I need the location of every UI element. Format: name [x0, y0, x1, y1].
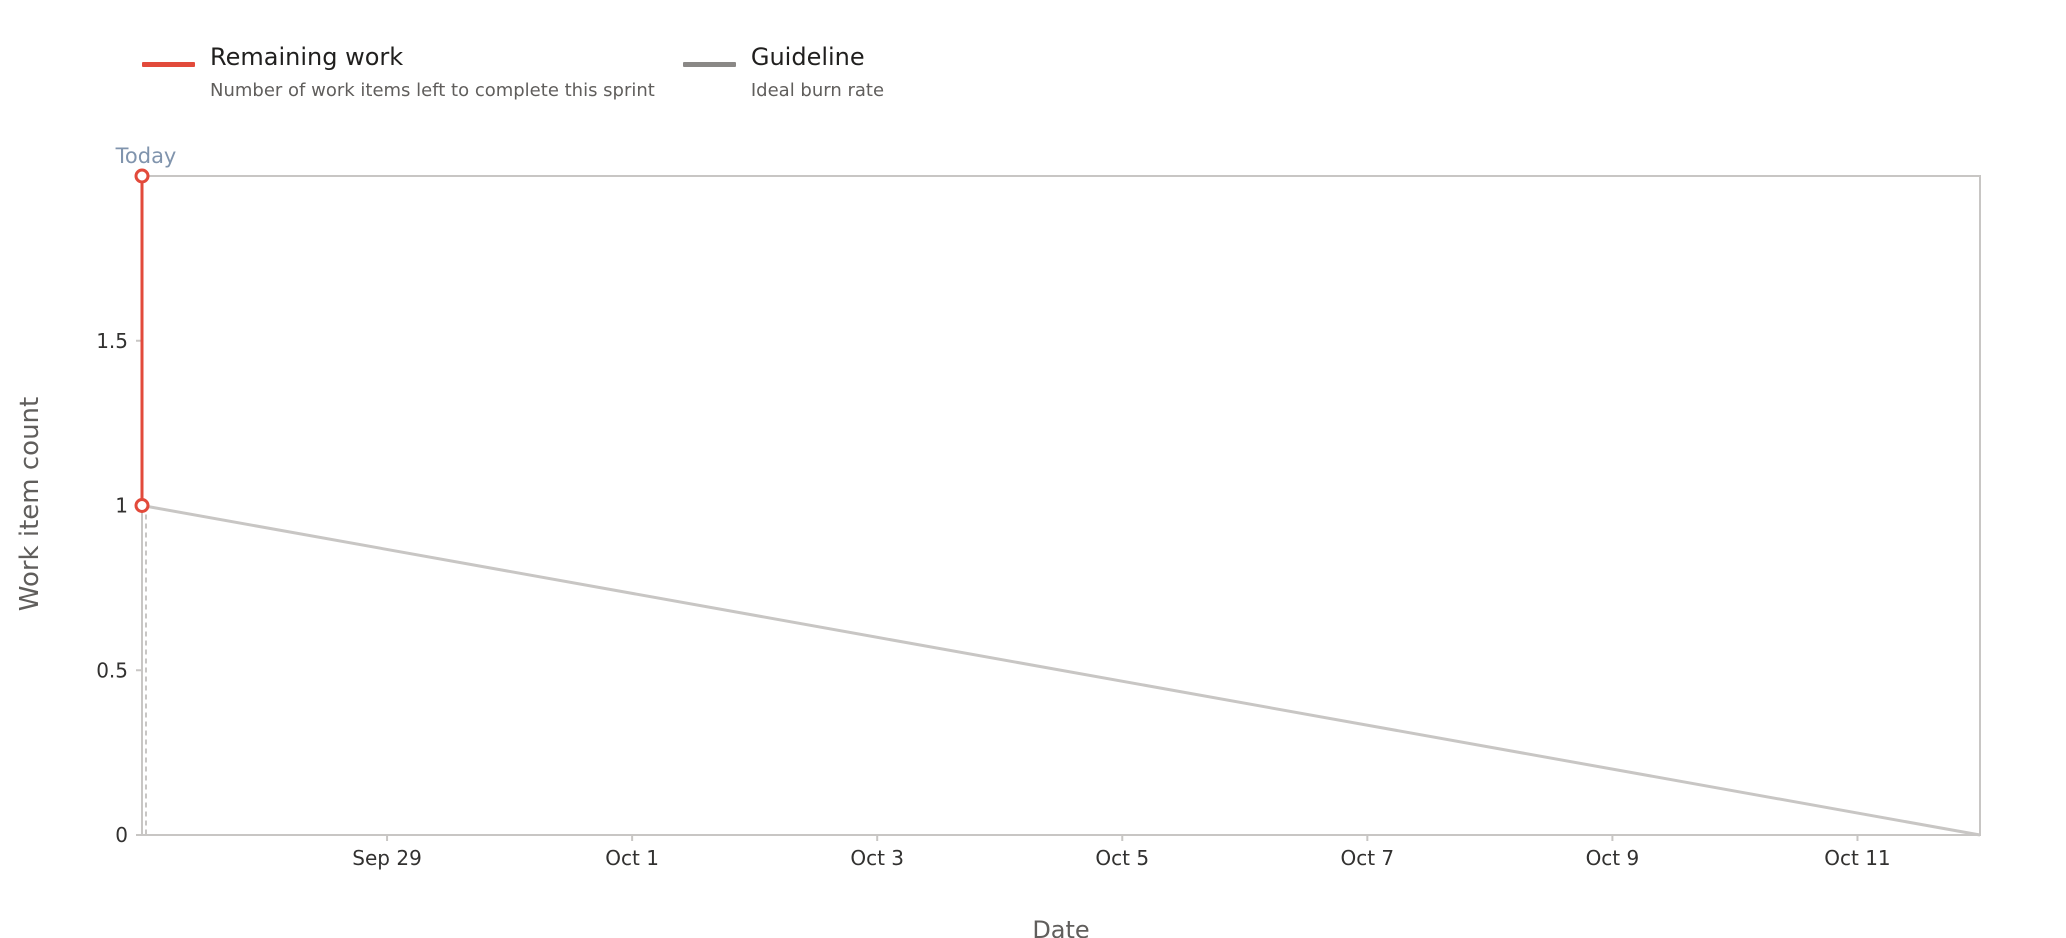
- chart-legend: Remaining work Number of work items left…: [142, 40, 884, 104]
- y-axis: 0 0.5 1 1.5: [96, 329, 142, 847]
- y-tick-label: 0: [115, 823, 128, 847]
- legend-text: Remaining work Number of work items left…: [210, 40, 655, 104]
- today-label: Today: [115, 144, 177, 168]
- x-axis-title: Date: [1032, 916, 1089, 938]
- legend-item-guideline[interactable]: Guideline Ideal burn rate: [682, 40, 884, 104]
- legend-item-remaining-work[interactable]: Remaining work Number of work items left…: [142, 40, 655, 104]
- x-tick-label: Oct 7: [1340, 846, 1394, 870]
- legend-text: Guideline Ideal burn rate: [751, 40, 884, 104]
- guideline-series-line: [141, 504, 1981, 837]
- y-tick-label: 1.5: [96, 329, 128, 353]
- y-axis-title: Work item count: [15, 397, 45, 611]
- x-tick-label: Oct 1: [605, 846, 659, 870]
- guideline-swatch: [682, 62, 736, 67]
- y-tick-label: 1: [115, 494, 128, 518]
- legend-title: Guideline: [750, 43, 865, 71]
- plot-border: [141, 175, 1981, 836]
- legend-title: Remaining work: [210, 43, 404, 71]
- series-layer: [134, 168, 1981, 837]
- remaining-work-swatch: [142, 62, 195, 67]
- x-tick-label: Sep 29: [352, 846, 422, 870]
- x-axis: Sep 29 Oct 1 Oct 3 Oct 5 Oct 7 Oct 9 Oct 11: [352, 835, 1891, 870]
- legend-description: Ideal burn rate: [750, 80, 885, 101]
- x-tick-label: Oct 5: [1095, 846, 1149, 870]
- plot-area: [141, 175, 1981, 836]
- y-tick-label: 0.5: [96, 658, 128, 682]
- x-tick-label: Oct 9: [1586, 846, 1640, 870]
- x-tick-label: Oct 11: [1824, 846, 1890, 870]
- remaining-work-point: [134, 168, 150, 184]
- x-tick-label: Oct 3: [850, 846, 904, 870]
- remaining-work-point: [134, 498, 150, 513]
- legend-description: Number of work items left to complete th…: [210, 80, 655, 101]
